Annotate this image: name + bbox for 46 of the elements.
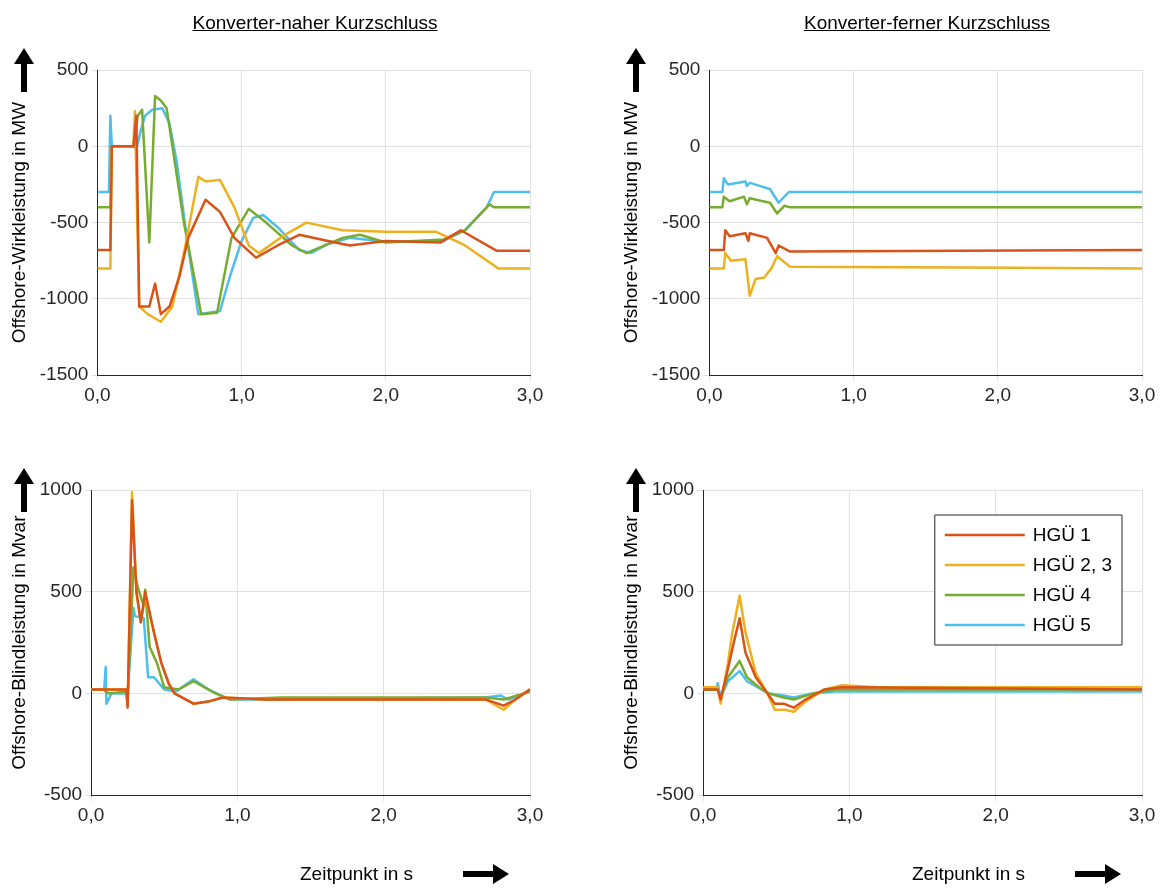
y-tick-label: 1000 bbox=[39, 478, 83, 500]
x-tick-label: 3,0 bbox=[1128, 803, 1156, 825]
y-tick-label: -1000 bbox=[39, 287, 89, 309]
x-tick-label: 0,0 bbox=[696, 383, 723, 405]
x-tick-label: 0,0 bbox=[689, 803, 717, 825]
y-axis-title: Offshore-Wirkleistung in MW bbox=[7, 101, 29, 344]
y-tick-label: 500 bbox=[50, 579, 83, 601]
legend-label: HGÜ 1 bbox=[1032, 524, 1091, 546]
y-tick-label: -1000 bbox=[651, 287, 701, 309]
y-tick-label: 0 bbox=[71, 681, 83, 703]
chart-title: Konverter-ferner Kurzschluss bbox=[802, 12, 1051, 34]
x-tick-label: 0,0 bbox=[84, 383, 111, 405]
y-axis-title: Offshore-Blindleistung in Mvar bbox=[7, 514, 29, 770]
y-tick-label: 1000 bbox=[651, 478, 695, 500]
x-tick-label: 3,0 bbox=[516, 803, 544, 825]
y-tick-label: 0 bbox=[689, 134, 701, 156]
x-tick-label: 2,0 bbox=[984, 383, 1012, 405]
y-tick-label: -1500 bbox=[39, 363, 89, 385]
x-tick-label: 3,0 bbox=[516, 383, 544, 405]
y-tick-label: -500 bbox=[44, 783, 83, 805]
legend-label: HGÜ 4 bbox=[1032, 584, 1092, 606]
y-axis-title: Offshore-Wirkleistung in MW bbox=[619, 101, 641, 344]
y-axis-title: Offshore-Blindleistung in Mvar bbox=[619, 514, 641, 770]
chart-title: Konverter-naher Kurzschluss bbox=[191, 12, 439, 34]
legend-label: HGÜ 5 bbox=[1032, 614, 1091, 636]
x-axis-title: Zeitpunkt in s bbox=[912, 863, 1025, 885]
legend-label: HGÜ 2, 3 bbox=[1032, 554, 1113, 576]
x-tick-label: 1,0 bbox=[836, 803, 863, 825]
x-tick-label: 1,0 bbox=[840, 383, 867, 405]
y-tick-label: 0 bbox=[683, 681, 695, 703]
x-tick-label: 1,0 bbox=[228, 383, 255, 405]
x-tick-label: 2,0 bbox=[982, 803, 1009, 825]
x-axis-title: Zeitpunkt in s bbox=[300, 863, 413, 885]
x-tick-label: 1,0 bbox=[224, 803, 251, 825]
y-tick-label: 0 bbox=[77, 134, 89, 156]
x-tick-label: 3,0 bbox=[1128, 383, 1156, 405]
x-tick-label: 2,0 bbox=[370, 803, 397, 825]
y-tick-label: -500 bbox=[662, 210, 701, 232]
y-tick-label: 500 bbox=[56, 58, 89, 80]
x-tick-label: 0,0 bbox=[77, 803, 105, 825]
y-tick-label: 500 bbox=[662, 579, 695, 601]
y-tick-label: -500 bbox=[656, 783, 695, 805]
y-tick-label: -500 bbox=[50, 210, 89, 232]
x-tick-label: 2,0 bbox=[372, 383, 400, 405]
y-tick-label: -1500 bbox=[651, 363, 701, 385]
y-tick-label: 500 bbox=[668, 58, 701, 80]
